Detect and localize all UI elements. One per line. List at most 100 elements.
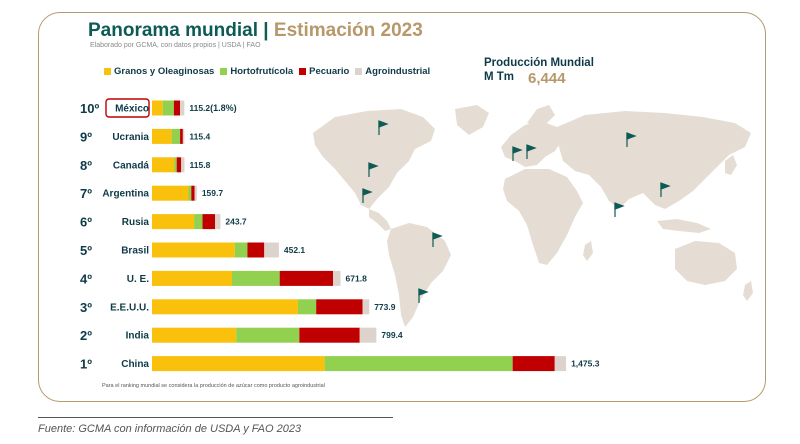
bar-segment-agroindustrial bbox=[181, 157, 185, 173]
bar-segment-agroindustrial bbox=[333, 270, 341, 286]
legend-item-pecuario: Pecuario bbox=[299, 66, 349, 77]
world-map bbox=[313, 105, 753, 327]
legend-label-agroindustrial: Agroindustrial bbox=[365, 66, 431, 77]
bar-segment-pecuario bbox=[176, 157, 182, 173]
bar-segment-agroindustrial bbox=[362, 299, 370, 315]
bar-segment-granos bbox=[152, 100, 163, 116]
chart-subtitle: Elaborado por GCMA, con datos propios | … bbox=[90, 42, 261, 49]
country-label: China bbox=[121, 359, 149, 370]
production-label: Producción Mundial bbox=[484, 57, 594, 69]
total-label: 799.4 bbox=[381, 330, 403, 340]
africa-shape bbox=[503, 169, 583, 265]
country-label: Argentina bbox=[102, 189, 149, 200]
country-label: Brasil bbox=[121, 246, 149, 257]
bar-segment-pecuario bbox=[316, 299, 363, 315]
madagascar-shape bbox=[583, 241, 593, 261]
bar-segment-hortofruticola bbox=[234, 242, 248, 258]
bar-segment-pecuario bbox=[202, 214, 216, 230]
flag-marker-canada bbox=[378, 120, 389, 135]
bar-segment-granos bbox=[152, 242, 235, 258]
flag-marker-eu bbox=[512, 146, 523, 161]
legend-swatch-pecuario bbox=[299, 68, 307, 75]
bar-segment-granos bbox=[152, 270, 232, 286]
bar-segment-hortofruticola bbox=[297, 299, 317, 315]
legend-label-granos: Granos y Oleaginosas bbox=[114, 66, 215, 77]
bar-segment-agroindustrial bbox=[359, 327, 377, 343]
central-america-shape bbox=[369, 209, 391, 231]
north-america-shape bbox=[313, 109, 435, 209]
flag-marker-argentina bbox=[418, 288, 429, 303]
indonesia-shape bbox=[657, 219, 711, 233]
total-label: 159.7 bbox=[202, 188, 224, 198]
japan-shape bbox=[725, 155, 737, 175]
bar-segment-hortofruticola bbox=[188, 185, 192, 201]
bar-segment-granos bbox=[152, 356, 325, 372]
bar-segment-granos bbox=[152, 299, 298, 315]
footnote: Para el ranking mundial se considera la … bbox=[102, 383, 325, 389]
flag-marker-ukraine bbox=[526, 144, 537, 159]
europe-shape bbox=[501, 121, 563, 167]
bar-segment-agroindustrial bbox=[180, 100, 185, 116]
legend-swatch-hortofruticola bbox=[220, 68, 228, 75]
source-divider bbox=[38, 417, 393, 418]
bar-segment-hortofruticola bbox=[231, 270, 280, 286]
legend-item-hortofruticola: Hortofrutícola bbox=[220, 66, 293, 77]
greenland-shape bbox=[455, 105, 489, 135]
bar-segment-pecuario bbox=[299, 327, 360, 343]
production-unit: M Tm bbox=[484, 71, 515, 83]
production-value: 6,444 bbox=[528, 70, 566, 87]
bar-segment-hortofruticola bbox=[194, 214, 203, 230]
bar-segment-pecuario bbox=[173, 100, 181, 116]
bar-segment-pecuario bbox=[512, 356, 555, 372]
bar-segment-agroindustrial bbox=[215, 214, 221, 230]
country-label: E.E.U.U. bbox=[110, 302, 149, 313]
rank-label: 6º bbox=[80, 215, 92, 230]
legend-swatch-granos bbox=[104, 68, 111, 75]
bar-segment-agroindustrial bbox=[554, 356, 567, 372]
total-label: 452.1 bbox=[284, 245, 306, 255]
source-note: Fuente: GCMA con información de USDA y F… bbox=[38, 423, 302, 435]
flag-marker-india bbox=[614, 202, 625, 217]
rank-label: 7º bbox=[80, 186, 92, 201]
bar-segment-pecuario bbox=[180, 128, 183, 144]
country-label: México bbox=[115, 104, 149, 115]
chart-legend: Granos y Oleaginosas Hortofrutícola Pecu… bbox=[104, 66, 436, 77]
flag-marker-mexico bbox=[362, 188, 373, 203]
legend-item-agroindustrial: Agroindustrial bbox=[355, 66, 430, 77]
bar-segment-granos bbox=[152, 157, 175, 173]
bar-segment-hortofruticola bbox=[236, 327, 300, 343]
rank-label: 2º bbox=[80, 328, 92, 343]
chart-title: Panorama mundial | Estimación 2023 bbox=[88, 20, 423, 42]
title-subheading: Estimación 2023 bbox=[273, 20, 423, 41]
bar-segment-granos bbox=[152, 128, 172, 144]
south-america-shape bbox=[387, 223, 451, 327]
bar-segment-hortofruticola bbox=[171, 128, 181, 144]
flag-marker-usa bbox=[368, 162, 379, 177]
legend-label-hortofruticola: Hortofrutícola bbox=[230, 66, 294, 77]
bar-segment-agroindustrial bbox=[194, 185, 197, 201]
total-label: 115.2(1.8%) bbox=[189, 103, 236, 113]
bar-segment-hortofruticola bbox=[174, 157, 177, 173]
rank-label: 5º bbox=[80, 243, 92, 258]
title-separator: | bbox=[263, 20, 269, 41]
country-label: U. E. bbox=[127, 274, 149, 285]
total-label: 243.7 bbox=[225, 217, 247, 227]
bar-segment-granos bbox=[152, 185, 189, 201]
rank-label: 9º bbox=[80, 129, 92, 144]
total-label: 671.8 bbox=[346, 273, 368, 283]
title-main: Panorama mundial bbox=[88, 20, 258, 41]
country-label: India bbox=[126, 331, 150, 342]
scandinavia-shape bbox=[527, 105, 555, 127]
flag-marker-brazil bbox=[432, 232, 443, 247]
bar-segment-pecuario bbox=[247, 242, 265, 258]
country-label: Rusia bbox=[122, 217, 150, 228]
total-label: 115.8 bbox=[190, 160, 211, 170]
flag-marker-russia bbox=[626, 132, 637, 147]
bar-segment-hortofruticola bbox=[162, 100, 174, 116]
bar-segment-pecuario bbox=[279, 270, 334, 286]
legend-swatch-agroindustrial bbox=[355, 68, 363, 75]
total-label: 773.9 bbox=[374, 302, 396, 312]
rank-label: 8º bbox=[80, 158, 92, 173]
bar-segment-agroindustrial bbox=[182, 128, 185, 144]
